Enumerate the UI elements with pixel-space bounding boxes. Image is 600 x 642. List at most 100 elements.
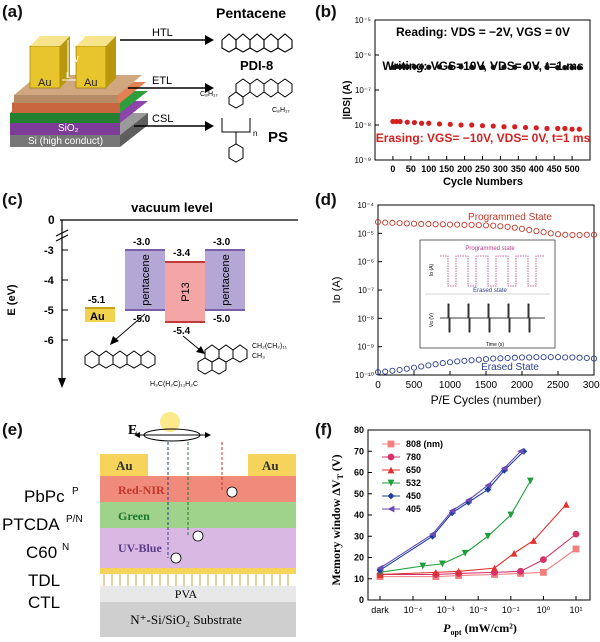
chart-d-xtick-label: 3000 (583, 380, 600, 391)
chart-f-point-405 (484, 481, 492, 489)
chart-f-line-650 (379, 504, 567, 576)
chart-f-legend-label: 808 (nm) (406, 439, 443, 449)
chart-d-xlabel: P/E Cycles (number) (431, 393, 542, 407)
tick-minus-4: -4 (44, 275, 55, 287)
chart-b-point-erasing (404, 119, 410, 125)
chart-d-point-erased (374, 369, 382, 376)
chart-b-ytick-label: 10⁻⁶ (355, 51, 371, 60)
chart-d-point-programmed (396, 220, 403, 227)
chart-f-legend-label: 780 (406, 452, 421, 462)
chart-b-point-erasing (479, 123, 486, 129)
chart-f-line-405 (379, 450, 521, 569)
inset-ylabel-top: Iᴅ (A) (429, 264, 435, 277)
chart-d-point-erased (425, 362, 432, 369)
au-electrode-left (100, 454, 148, 476)
chart-d-ytick-label: 10⁻⁸ (358, 314, 375, 323)
p13-label: P13 (180, 282, 192, 302)
ptcda-layer (100, 502, 296, 528)
chart-f-point-650 (510, 549, 518, 557)
panel-f: (f) Memory window ΔVT (V) Popt (mW/cm²) … (300, 410, 600, 637)
panel-e-label: (e) (2, 420, 23, 439)
pbpc-name: PbPc (24, 487, 65, 506)
chart-b-point-writing (512, 64, 518, 70)
panel-b: (b) |IDS| (A) Cycle Numbers Reading: VDS… (300, 0, 600, 190)
chart-b-xtick-label: 400 (529, 164, 544, 174)
chart-d-point-erased (482, 356, 490, 363)
sun-icon (160, 412, 180, 432)
chart-f-point-780 (517, 567, 524, 575)
pdi8-structure (228, 78, 293, 109)
chart-f-point-780 (572, 530, 580, 538)
chart-b-point-erasing (512, 124, 518, 130)
chart-f-point-450 (376, 566, 384, 574)
chart-f-xtick-label: 10⁻² (469, 605, 487, 615)
chart-d-point-erased (518, 354, 526, 361)
panel-c-label: (c) (2, 190, 23, 209)
chart-d: Iᴅ (A) P/E Cycles (number) Programmed St… (331, 201, 600, 407)
chart-f-point-532 (419, 562, 427, 570)
inset-current-trace (440, 255, 545, 287)
chart-f-legend-marker (387, 453, 395, 461)
chart-d-point-programmed (439, 221, 446, 228)
chart-f-ytick-label: 20 (354, 553, 364, 563)
c60-sup: N (62, 542, 69, 553)
chart-b-point-erasing (533, 125, 539, 131)
pentacene-right-lumo: -3.0 (213, 237, 231, 248)
chart-d-point-programmed (518, 225, 526, 232)
chart-d-point-programmed (490, 222, 497, 229)
chart-b-point-erasing (418, 120, 425, 126)
exciton-c60 (170, 552, 182, 564)
pentacene-left-band (125, 250, 165, 310)
chart-d-point-erased (562, 354, 569, 361)
chart-d-point-erased (432, 361, 439, 368)
chart-b-point-writing (458, 64, 464, 70)
chart-f-legend-marker (387, 466, 395, 474)
chart-d-ytick-label: 10⁻⁵ (358, 229, 374, 238)
chart-f-point-650 (455, 567, 463, 575)
au-level-label: Au (90, 311, 105, 323)
au-label-right: Au (84, 77, 97, 89)
ptcda-band-label: Green (118, 509, 150, 523)
chart-b-point-erasing (393, 118, 400, 125)
chart-f-ytick-label: 70 (354, 446, 364, 456)
chart-f-point-808 (572, 545, 580, 553)
chart-f-point-650 (562, 500, 570, 508)
device-schematic: Au Au W L SiO₂ Si (high conduct) HTL ETL… (10, 5, 293, 163)
chart-f-legend-label: 532 (406, 478, 421, 488)
ps-n-label: n (253, 129, 257, 138)
chart-f-point-405 (500, 464, 508, 472)
tdl-chains (103, 574, 289, 586)
panel-e: (e) E Au Au Red-NIR Green UV-Blue PVA N⁺… (0, 410, 300, 637)
p13-homo: -5.4 (173, 326, 191, 337)
exciton-ptcda (192, 530, 204, 542)
chart-f-xtick-label: 10¹ (569, 605, 582, 615)
chart-d-inset: Programmed state Erased state Iᴅ (A) Vɢ … (419, 239, 556, 349)
chart-d-ytick-label: 10⁻⁶ (358, 258, 374, 267)
pdi8-chain-left: C₈H₁₇ (200, 91, 218, 98)
chart-f-ytick-label: 0 (359, 595, 364, 605)
si-label: Si (high conduct) (28, 136, 103, 147)
pentacene-right-homo: -5.0 (213, 314, 231, 325)
chart-b-xtick-label: 50 (406, 164, 416, 174)
chart-b-point-erasing (555, 125, 561, 132)
chart-d-point-erased (511, 354, 518, 361)
chart-b-point-erasing (522, 124, 529, 131)
chart-b-point-writing (562, 65, 568, 71)
chart-b-point-erasing (458, 122, 464, 128)
chart-b-point-writing (404, 64, 410, 70)
chart-d-ytick-label: 10⁻⁴ (357, 201, 374, 210)
chart-d-point-erased (504, 354, 511, 362)
chart-d-point-programmed (468, 221, 475, 228)
chart-d-xtick-label: 2500 (547, 380, 570, 391)
chart-b-point-erasing (569, 126, 575, 132)
chart-d-xtick-label: 1000 (439, 380, 462, 391)
chart-d-point-programmed (389, 219, 396, 226)
au-right-label: Au (262, 458, 279, 473)
chart-f-xtick-label: 10⁰ (537, 605, 551, 615)
substrate-label: N⁺-Si/SiO₂ Substrate (130, 612, 242, 627)
inset-erased-label: Erased state (473, 288, 507, 294)
pva-layer (100, 586, 296, 602)
chart-d-point-erased (403, 365, 410, 372)
chart-b-point-erasing (397, 118, 403, 125)
pbpc-sup: P (72, 486, 79, 497)
